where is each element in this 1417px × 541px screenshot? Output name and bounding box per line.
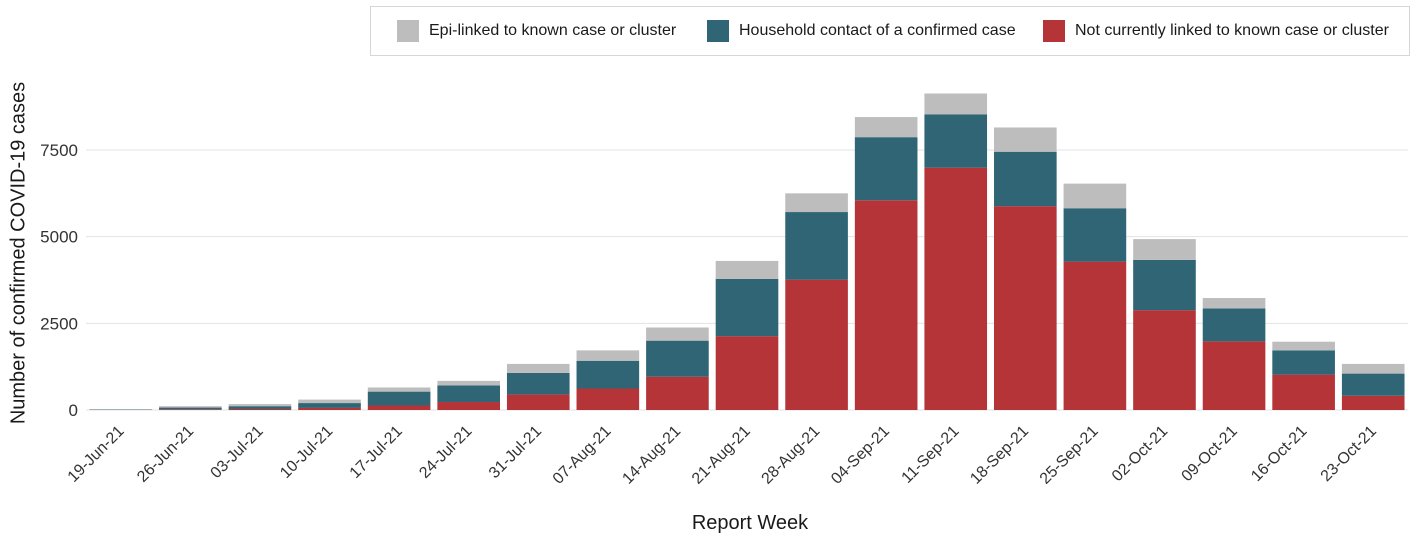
bar-segment-2-5 <box>437 380 500 386</box>
y-tick-label-7500: 7500 <box>40 141 78 160</box>
bar-segment-0-7 <box>576 388 640 410</box>
bar-segment-1-10 <box>785 212 848 280</box>
bar-segment-0-18 <box>1341 395 1405 410</box>
bar-segment-2-2 <box>228 404 292 407</box>
bar-segment-0-14 <box>1063 261 1127 410</box>
bar-segment-2-6 <box>506 363 570 373</box>
bar-segment-1-1 <box>159 407 222 410</box>
x-tick-label-6: 31-Jul-21 <box>486 423 545 482</box>
bar-segment-0-10 <box>785 279 848 410</box>
x-tick-label-11: 04-Sep-21 <box>828 423 893 488</box>
bar-segment-1-17 <box>1272 350 1335 375</box>
bar-segment-0-6 <box>506 394 570 410</box>
bar-segment-2-15 <box>1133 239 1196 260</box>
bar-segment-2-7 <box>576 350 640 361</box>
bar-segment-1-13 <box>994 151 1057 207</box>
x-tick-label-10: 28-Aug-21 <box>759 423 824 488</box>
y-axis-label: Number of confirmed COVID-19 cases <box>7 81 30 425</box>
legend-item-household-contact: Household contact of a confirmed case <box>707 7 1016 55</box>
bar-segment-1-16 <box>1202 308 1266 342</box>
bar-segment-2-13 <box>994 127 1057 152</box>
bar-segment-1-8 <box>646 340 709 377</box>
legend-label-not-linked: Not currently linked to known case or cl… <box>1075 22 1389 39</box>
x-axis-label: Report Week <box>691 512 809 534</box>
y-tick-label-0: 0 <box>69 401 78 420</box>
bar-segment-1-9 <box>715 278 779 337</box>
bar-segment-2-9 <box>715 260 779 279</box>
bar-segment-1-5 <box>437 385 500 403</box>
x-tick-label-3: 10-Jul-21 <box>277 423 336 482</box>
bar-segment-1-4 <box>367 391 431 406</box>
bar-segment-1-18 <box>1341 373 1405 396</box>
legend-swatch-household-contact <box>707 20 729 42</box>
bar-segment-0-8 <box>646 376 709 410</box>
legend-label-household-contact: Household contact of a confirmed case <box>739 22 1016 39</box>
legend-label-epi-linked: Epi-linked to known case or cluster <box>429 22 677 39</box>
bar-segment-1-6 <box>506 372 570 395</box>
bar-segment-2-16 <box>1202 298 1266 309</box>
x-tick-label-15: 02-Oct-21 <box>1109 423 1171 485</box>
bar-segment-2-11 <box>854 117 918 138</box>
legend-item-not-linked: Not currently linked to known case or cl… <box>1043 7 1389 55</box>
bar-segment-2-18 <box>1341 363 1405 374</box>
bar-segment-1-12 <box>924 114 988 168</box>
x-tick-label-7: 07-Aug-21 <box>550 423 615 488</box>
bar-segment-0-16 <box>1202 341 1266 410</box>
x-tick-label-9: 21-Aug-21 <box>689 423 754 488</box>
bar-segment-1-2 <box>228 406 292 409</box>
x-tick-label-8: 14-Aug-21 <box>619 423 684 488</box>
bar-segment-2-14 <box>1063 183 1127 209</box>
x-tick-label-18: 23-Oct-21 <box>1318 423 1380 485</box>
bar-segment-0-1 <box>159 409 222 410</box>
x-tick-label-4: 17-Jul-21 <box>347 423 406 482</box>
x-tick-label-13: 18-Sep-21 <box>967 423 1032 488</box>
bar-segment-0-2 <box>228 408 292 410</box>
bar-segment-2-12 <box>924 93 988 115</box>
bar-segment-0-15 <box>1133 310 1196 410</box>
legend-swatch-not-linked <box>1043 20 1065 42</box>
bar-segment-1-3 <box>298 403 361 408</box>
bar-segment-0-5 <box>437 402 500 410</box>
x-tick-label-12: 11-Sep-21 <box>899 423 963 487</box>
bar-segment-2-3 <box>298 399 361 404</box>
x-tick-label-14: 25-Sep-21 <box>1037 423 1102 488</box>
x-tick-label-5: 24-Jul-21 <box>416 423 475 482</box>
bar-segment-2-1 <box>159 406 222 408</box>
bar-segment-1-15 <box>1133 259 1196 311</box>
x-tick-label-1: 26-Jun-21 <box>134 423 197 486</box>
bar-segment-1-11 <box>854 137 918 201</box>
bar-segment-2-4 <box>367 387 431 392</box>
bar-segment-1-7 <box>576 360 640 389</box>
x-tick-label-2: 03-Jul-21 <box>208 423 267 482</box>
bar-segment-0-12 <box>924 167 988 410</box>
bar-segment-0-17 <box>1272 374 1335 410</box>
y-tick-label-5000: 5000 <box>40 228 78 247</box>
x-tick-label-17: 16-Oct-21 <box>1248 423 1310 485</box>
legend-swatch-epi-linked <box>397 20 419 42</box>
y-tick-label-2500: 2500 <box>40 314 78 333</box>
legend: Epi-linked to known case or cluster Hous… <box>370 6 1410 56</box>
bar-segment-0-3 <box>298 407 361 410</box>
bar-segment-0-11 <box>854 200 918 410</box>
bar-segment-0-9 <box>715 336 779 410</box>
bar-segment-0-13 <box>994 206 1057 410</box>
bar-segment-2-10 <box>785 193 848 213</box>
bar-segment-0-4 <box>367 405 431 410</box>
legend-item-epi-linked: Epi-linked to known case or cluster <box>397 7 676 55</box>
bar-segment-1-14 <box>1063 208 1127 262</box>
bar-segment-2-17 <box>1272 341 1335 351</box>
x-tick-label-0: 19-Jun-21 <box>65 423 128 486</box>
bar-segment-2-8 <box>646 327 709 341</box>
x-tick-label-16: 09-Oct-21 <box>1179 423 1241 485</box>
